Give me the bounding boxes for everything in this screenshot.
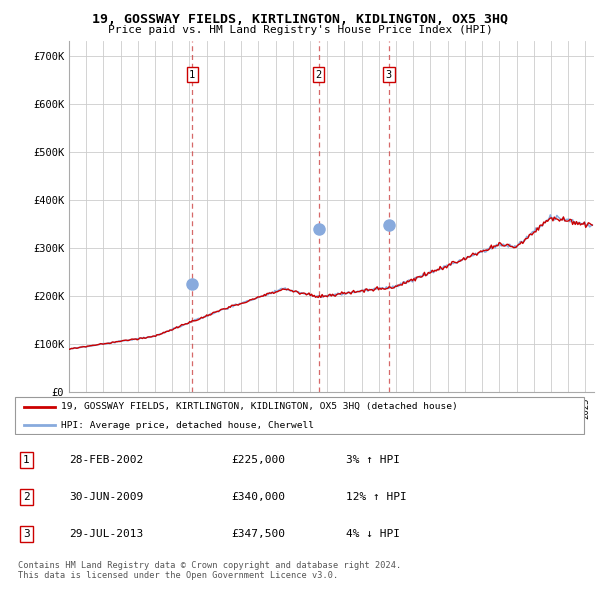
Text: 3% ↑ HPI: 3% ↑ HPI — [346, 455, 400, 466]
Text: £347,500: £347,500 — [231, 529, 285, 539]
Text: Price paid vs. HM Land Registry's House Price Index (HPI): Price paid vs. HM Land Registry's House … — [107, 25, 493, 35]
Text: 3: 3 — [23, 529, 30, 539]
Text: 3: 3 — [386, 70, 392, 80]
Text: £340,000: £340,000 — [231, 492, 285, 502]
Text: 19, GOSSWAY FIELDS, KIRTLINGTON, KIDLINGTON, OX5 3HQ (detached house): 19, GOSSWAY FIELDS, KIRTLINGTON, KIDLING… — [61, 402, 458, 411]
Text: 2: 2 — [23, 492, 30, 502]
Text: 4% ↓ HPI: 4% ↓ HPI — [346, 529, 400, 539]
Text: HPI: Average price, detached house, Cherwell: HPI: Average price, detached house, Cher… — [61, 421, 314, 430]
FancyBboxPatch shape — [15, 397, 584, 434]
Text: 1: 1 — [23, 455, 30, 466]
Text: 28-FEB-2002: 28-FEB-2002 — [70, 455, 144, 466]
Text: £225,000: £225,000 — [231, 455, 285, 466]
Text: Contains HM Land Registry data © Crown copyright and database right 2024.: Contains HM Land Registry data © Crown c… — [18, 560, 401, 569]
Text: 2: 2 — [316, 70, 322, 80]
Text: 29-JUL-2013: 29-JUL-2013 — [70, 529, 144, 539]
Text: 1: 1 — [189, 70, 196, 80]
Text: 19, GOSSWAY FIELDS, KIRTLINGTON, KIDLINGTON, OX5 3HQ: 19, GOSSWAY FIELDS, KIRTLINGTON, KIDLING… — [92, 13, 508, 26]
Text: This data is licensed under the Open Government Licence v3.0.: This data is licensed under the Open Gov… — [18, 571, 338, 580]
Text: 12% ↑ HPI: 12% ↑ HPI — [346, 492, 407, 502]
Text: 30-JUN-2009: 30-JUN-2009 — [70, 492, 144, 502]
